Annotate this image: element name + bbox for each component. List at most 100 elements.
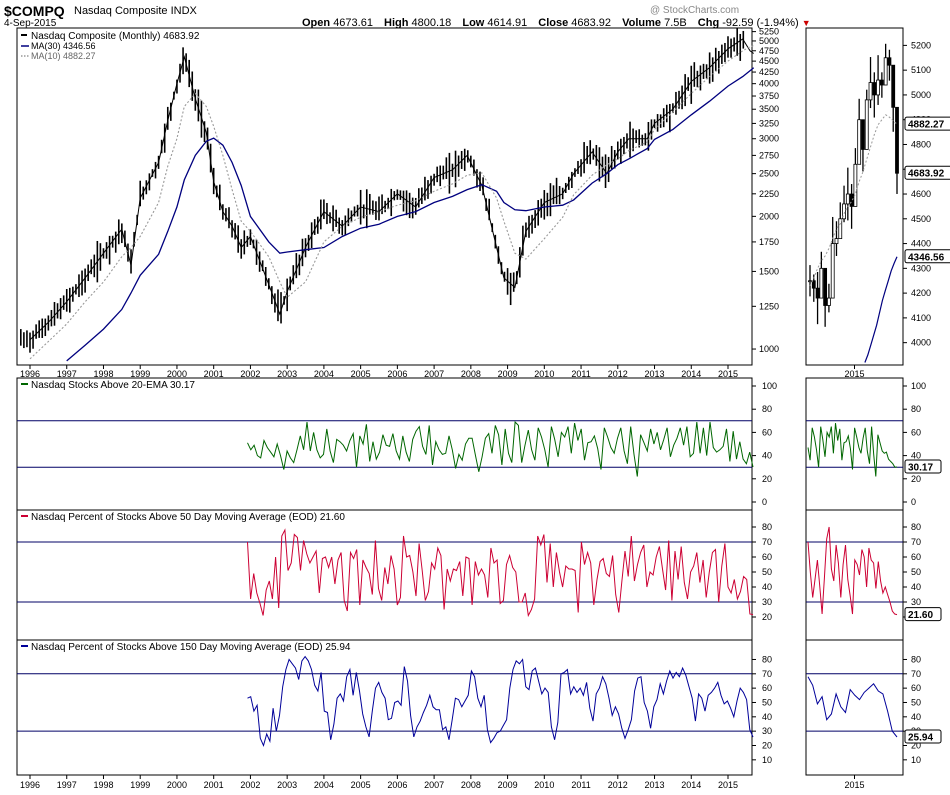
zoom-price-y-label-4000: 4000 [911, 338, 931, 348]
x-tick-label-top-2002: 2002 [240, 369, 260, 379]
zoom-price-body [849, 193, 854, 207]
zoom-ma30-line [864, 256, 898, 363]
main-panel-4-frame [16, 639, 753, 776]
x-tick-label-top-1996: 1996 [20, 369, 40, 379]
x-tick-label-bottom-2004: 2004 [314, 780, 334, 790]
x-tick-label-bottom-1996: 1996 [20, 780, 40, 790]
ma150-zoom-y-label-80: 80 [911, 654, 921, 664]
price-y-label-1250: 1250 [759, 301, 779, 311]
ma150-y-label-70: 70 [762, 669, 772, 679]
x-tick-label-bottom-2007: 2007 [424, 780, 444, 790]
ma50-y-label-30: 30 [762, 597, 772, 607]
ma150-last-value: 25.94 [908, 732, 933, 743]
ma150-y-label-50: 50 [762, 697, 772, 707]
zoom-price-body [872, 82, 877, 96]
zoom-price-body [845, 193, 850, 205]
price-y-label-1500: 1500 [759, 266, 779, 276]
zoom-price-body [891, 64, 896, 108]
zoom-price-y-label-4100: 4100 [911, 313, 931, 323]
ma150-zoom-line [807, 676, 898, 738]
x-tick-label-top-2012: 2012 [608, 369, 628, 379]
ma50-zoom-y-label-50: 50 [911, 567, 921, 577]
x-tick-label-bottom-2003: 2003 [277, 780, 297, 790]
zoom-price-body [830, 243, 835, 299]
price-panel-title: Nasdaq Composite (Monthly) 4683.92 [31, 31, 200, 42]
x-tick-label-bottom-2005: 2005 [351, 780, 371, 790]
price-close-line [29, 38, 754, 341]
price-y-label-1750: 1750 [759, 237, 779, 247]
x-tick-label-top-2000: 2000 [167, 369, 187, 379]
zoom-close-value-box [904, 165, 950, 180]
ma50-panel-title: Nasdaq Percent of Stocks Above 50 Day Mo… [31, 512, 345, 523]
zoom-price-body [827, 297, 831, 306]
x-tick-label-top-2011: 2011 [571, 369, 590, 379]
price-y-label-3500: 3500 [759, 104, 779, 114]
zoom-ma10-line [809, 114, 898, 286]
zoom-price-body [876, 79, 880, 96]
low-label: Low [462, 17, 485, 29]
x-tick-label-bottom-2000: 2000 [167, 780, 187, 790]
zoom-price-y-label-4600: 4600 [911, 189, 931, 199]
ema20-zoom-y-label-60: 60 [911, 427, 921, 437]
high-label: High [384, 17, 409, 29]
x-tick-label-top-2013: 2013 [645, 369, 665, 379]
main-panel-1-frame [16, 27, 753, 366]
ma50-zoom-y-label-60: 60 [911, 552, 921, 562]
ma50-last-value-box [904, 607, 942, 622]
zoom-price-body [834, 238, 839, 244]
ma50-series-line [247, 528, 754, 618]
ma50-y-label-70: 70 [762, 537, 772, 547]
ma150-zoom-y-label-60: 60 [911, 683, 921, 693]
legend-label-1: MA(10) 4882.27 [31, 51, 96, 61]
zoom-price-y-label-5100: 5100 [911, 65, 931, 75]
ema20-y-label-80: 80 [762, 404, 772, 414]
x-tick-label-top-2003: 2003 [277, 369, 297, 379]
x-tick-label-bottom-2014: 2014 [681, 780, 701, 790]
ma150-zoom-y-label-50: 50 [911, 697, 921, 707]
high-value: 4800.18 [411, 17, 452, 29]
zoom-price-y-label-4300: 4300 [911, 263, 931, 273]
x-tick-label-bottom-1998: 1998 [93, 780, 113, 790]
x-tick-label-top-2014: 2014 [681, 369, 701, 379]
chg-value: -92.59 (-1.94%) [722, 17, 799, 29]
ma150-last-value-box [904, 729, 942, 744]
ma150-zoom-y-label-10: 10 [911, 755, 921, 765]
ma150-zoom-y-label-40: 40 [911, 712, 921, 722]
price-y-label-5250: 5250 [759, 27, 779, 37]
ema20-panel-title: Nasdaq Stocks Above 20-EMA 30.17 [31, 380, 195, 391]
zoom-price-body [811, 280, 816, 289]
zoom-price-body [842, 203, 846, 220]
x-tick-label-bottom-2002: 2002 [240, 780, 260, 790]
price-y-label-2250: 2250 [759, 189, 779, 199]
x-tick-label-top-1998: 1998 [93, 369, 113, 379]
ema20-zoom-y-label-0: 0 [911, 497, 916, 507]
ma150-zoom-y-label-70: 70 [911, 669, 921, 679]
price-y-label-4000: 4000 [759, 79, 779, 89]
zoom-close-value: 4683.92 [908, 169, 945, 180]
x-tick-label-bottom-2013: 2013 [645, 780, 665, 790]
ema20-zoom-y-label-20: 20 [911, 474, 921, 484]
zoom-price-body [895, 106, 899, 174]
x-tick-label-top-1997: 1997 [57, 369, 77, 379]
price-y-label-4500: 4500 [759, 56, 779, 66]
zoom-price-y-label-5000: 5000 [911, 90, 931, 100]
ma150-y-label-10: 10 [762, 755, 772, 765]
ma50-y-label-20: 20 [762, 612, 772, 622]
ma50-last-value: 21.60 [908, 610, 933, 621]
zoom-price-body [864, 99, 869, 150]
zoom-price-y-label-4400: 4400 [911, 239, 931, 249]
zoom-price-y-label-4500: 4500 [911, 214, 931, 224]
ema20-zoom-y-label-80: 80 [911, 404, 921, 414]
price-y-label-3000: 3000 [759, 134, 779, 144]
chart-date: 4-Sep-2015 [4, 18, 57, 29]
zoom-panel-4-frame [805, 639, 904, 776]
ema20-zoom-line [807, 423, 898, 477]
x-tick-label-bottom-2001: 2001 [204, 780, 224, 790]
x-tick-label-top-2006: 2006 [387, 369, 407, 379]
ma50-zoom-y-label-70: 70 [911, 537, 921, 547]
ma50-y-label-50: 50 [762, 567, 772, 577]
low-value: 4614.91 [487, 17, 528, 29]
ma150-panel-title: Nasdaq Percent of Stocks Above 150 Day M… [31, 642, 351, 653]
company-name: Nasdaq Composite INDX [74, 5, 197, 17]
zoom-year-label-bottom: 2015 [844, 780, 864, 790]
